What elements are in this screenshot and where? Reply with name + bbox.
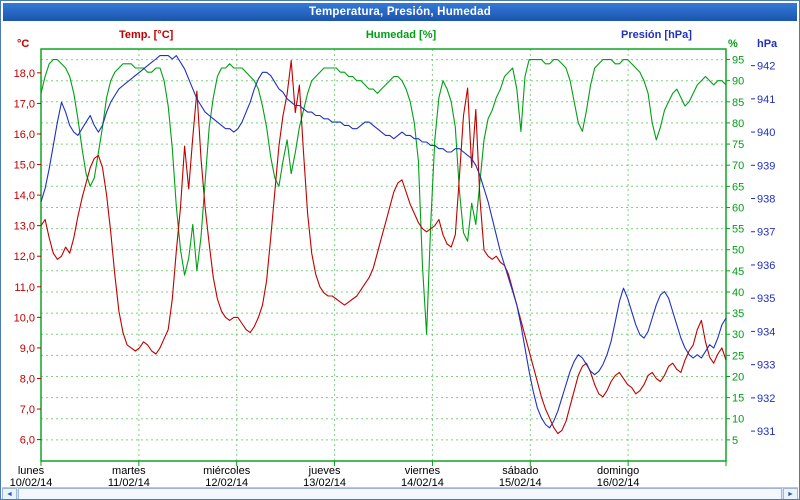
humidity-axis-tick-label: 80 bbox=[732, 118, 744, 130]
series-temp-line bbox=[40, 60, 727, 435]
temp-axis-tick-label: 12,0 bbox=[14, 251, 35, 263]
series-humidity-line bbox=[40, 59, 727, 335]
scroll-left-button[interactable]: ◄ bbox=[2, 488, 17, 499]
title-bar: Temperatura, Presión, Humedad bbox=[3, 3, 797, 21]
temp-axis-tick-label: 8,0 bbox=[20, 373, 35, 385]
pressure-axis-tick-label: 936 bbox=[757, 260, 775, 272]
pressure-axis-tick-label: 933 bbox=[757, 360, 775, 372]
day-name-label: viernes bbox=[405, 465, 441, 477]
humidity-axis-tick-label: 65 bbox=[732, 181, 744, 193]
day-date-label: 11/02/14 bbox=[108, 477, 150, 487]
humidity-axis-tick-label: 35 bbox=[732, 308, 744, 320]
day-date-label: 15/02/14 bbox=[499, 477, 542, 487]
scroll-right-button[interactable]: ► bbox=[783, 488, 798, 499]
humidity-axis-tick-label: 40 bbox=[732, 287, 744, 299]
day-name-label: jueves bbox=[308, 465, 341, 477]
day-date-label: 12/02/14 bbox=[205, 477, 248, 487]
day-name-label: lunes bbox=[18, 465, 45, 477]
temp-axis-unit: °C bbox=[17, 38, 30, 50]
pressure-axis-tick-label: 939 bbox=[757, 160, 775, 172]
temp-axis-tick-label: 10,0 bbox=[14, 312, 35, 324]
temp-axis-tick-label: 14,0 bbox=[14, 190, 35, 202]
scroll-thumb[interactable] bbox=[18, 488, 782, 499]
temp-axis-tick-label: 11,0 bbox=[14, 282, 35, 294]
day-date-label: 10/02/14 bbox=[10, 477, 53, 487]
humidity-axis-tick-label: 45 bbox=[732, 266, 744, 278]
humidity-axis-tick-label: 20 bbox=[732, 371, 744, 383]
humidity-axis-tick-label: 95 bbox=[732, 55, 744, 67]
legend-temp-label: Temp. [°C] bbox=[119, 29, 174, 41]
humidity-axis-tick-label: 75 bbox=[732, 139, 744, 151]
window-title: Temperatura, Presión, Humedad bbox=[309, 6, 491, 18]
humidity-axis-tick-label: 70 bbox=[732, 160, 744, 172]
humidity-axis-tick-label: 10 bbox=[732, 414, 744, 426]
day-name-label: miércoles bbox=[203, 465, 251, 477]
humidity-axis-tick-label: 5 bbox=[732, 435, 738, 447]
humidity-axis-tick-label: 60 bbox=[732, 202, 744, 214]
pressure-axis-tick-label: 932 bbox=[757, 393, 775, 405]
day-date-label: 14/02/14 bbox=[401, 477, 444, 487]
pressure-axis-unit: hPa bbox=[757, 38, 778, 50]
chart-plot: 18,0 17,0 16,0 15,0 14,0 13,0 12,0 11,0 10,0 9,0 8… bbox=[10, 48, 775, 487]
day-name-label: domingo bbox=[597, 465, 639, 477]
humidity-axis-tick-label: 85 bbox=[732, 97, 744, 109]
temp-axis-tick-label: 9,0 bbox=[20, 343, 35, 355]
pressure-axis-tick-label: 935 bbox=[757, 293, 775, 305]
pressure-axis-tick-label: 934 bbox=[757, 326, 775, 338]
legend-pressure-label: Presión [hPa] bbox=[621, 29, 692, 41]
temp-axis-tick-label: 15,0 bbox=[14, 160, 35, 172]
humidity-axis-unit: % bbox=[728, 38, 738, 50]
day-date-label: 13/02/14 bbox=[303, 477, 346, 487]
pressure-axis-tick-label: 931 bbox=[757, 426, 775, 438]
temp-axis-tick-label: 13,0 bbox=[14, 221, 35, 233]
humidity-axis-tick-label: 50 bbox=[732, 245, 744, 257]
humidity-axis-tick-label: 15 bbox=[732, 393, 744, 405]
temp-axis-tick-label: 7,0 bbox=[20, 404, 35, 416]
pressure-axis-tick-label: 941 bbox=[757, 94, 775, 106]
chart-area: Temp. [°C] Humedad [%] Presión [hPa] °C … bbox=[1, 21, 799, 487]
pressure-axis-tick-label: 938 bbox=[757, 194, 775, 206]
temp-axis-tick-label: 16,0 bbox=[14, 129, 35, 141]
pressure-axis-tick-label: 942 bbox=[757, 61, 775, 73]
legend-humidity-label: Humedad [%] bbox=[365, 29, 437, 41]
temp-axis-tick-label: 17,0 bbox=[14, 98, 35, 110]
pressure-axis-tick-label: 937 bbox=[757, 227, 775, 239]
day-name-label: martes bbox=[112, 465, 146, 477]
humidity-axis-tick-label: 25 bbox=[732, 350, 744, 362]
horizontal-scrollbar[interactable]: ◄ ► bbox=[2, 487, 798, 499]
temp-axis-tick-label: 18,0 bbox=[14, 68, 35, 80]
pressure-axis-tick-label: 940 bbox=[757, 127, 775, 139]
day-date-label: 16/02/14 bbox=[597, 477, 640, 487]
humidity-axis-tick-label: 30 bbox=[732, 329, 744, 341]
humidity-axis-tick-label: 55 bbox=[732, 224, 744, 236]
plot-border bbox=[40, 48, 727, 462]
series-pressure-line bbox=[40, 55, 727, 429]
humidity-axis-tick-label: 90 bbox=[732, 76, 744, 88]
day-name-label: sábado bbox=[502, 465, 538, 477]
temp-axis-tick-label: 6,0 bbox=[20, 435, 35, 447]
